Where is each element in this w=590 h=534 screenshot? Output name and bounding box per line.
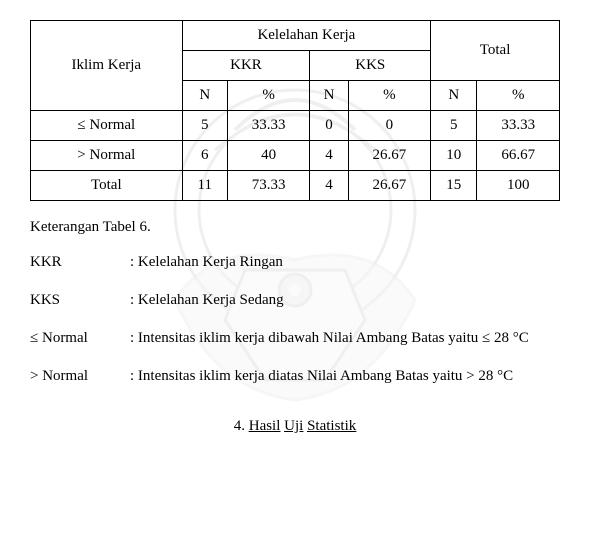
legend-item: KKS : Kelelahan Kerja Sedang [30, 288, 560, 312]
header-n: N [431, 81, 477, 111]
header-n: N [182, 81, 227, 111]
cell: 26.67 [348, 141, 431, 171]
legend-item: KKR : Kelelahan Kerja Ringan [30, 250, 560, 274]
header-rowgroup: Iklim Kerja [31, 21, 183, 111]
cell: 6 [182, 141, 227, 171]
row-label: > Normal [31, 141, 183, 171]
cell: 40 [227, 141, 310, 171]
cell: 0 [348, 111, 431, 141]
cell: 4 [310, 171, 348, 201]
cell: 4 [310, 141, 348, 171]
cell: 73.33 [227, 171, 310, 201]
legend-key: KKR [30, 250, 130, 274]
legend-item: > Normal : Intensitas iklim kerja diatas… [30, 364, 560, 388]
cell: 5 [431, 111, 477, 141]
legend-value: : Intensitas iklim kerja dibawah Nilai A… [130, 326, 560, 350]
section-number: 4. [234, 418, 249, 434]
header-n: N [310, 81, 348, 111]
table-row: Total 11 73.33 4 26.67 15 100 [31, 171, 560, 201]
header-group-kelelahan: Kelelahan Kerja [182, 21, 431, 51]
legend-key: KKS [30, 288, 130, 312]
header-pct: % [227, 81, 310, 111]
row-label: Total [31, 171, 183, 201]
cell: 100 [477, 171, 560, 201]
header-pct: % [348, 81, 431, 111]
cell: 66.67 [477, 141, 560, 171]
cell: 0 [310, 111, 348, 141]
cell: 5 [182, 111, 227, 141]
section-heading: 4. Hasil Uji Statistik [30, 418, 560, 435]
header-kks: KKS [310, 51, 431, 81]
legend-key: ≤ Normal [30, 326, 130, 350]
cell: 10 [431, 141, 477, 171]
section-word: Hasil [249, 418, 281, 434]
row-label: ≤ Normal [31, 111, 183, 141]
legend-value: : Intensitas iklim kerja diatas Nilai Am… [130, 364, 560, 388]
data-table: Iklim Kerja Kelelahan Kerja Total KKR KK… [30, 20, 560, 201]
legend-caption: Keterangan Tabel 6. [30, 219, 560, 236]
cell: 33.33 [477, 111, 560, 141]
cell: 15 [431, 171, 477, 201]
legend-item: ≤ Normal : Intensitas iklim kerja dibawa… [30, 326, 560, 350]
cell: 11 [182, 171, 227, 201]
section-word: Statistik [307, 418, 356, 434]
legend-value: : Kelelahan Kerja Ringan [130, 250, 560, 274]
legend-value: : Kelelahan Kerja Sedang [130, 288, 560, 312]
table-row: > Normal 6 40 4 26.67 10 66.67 [31, 141, 560, 171]
table-row: ≤ Normal 5 33.33 0 0 5 33.33 [31, 111, 560, 141]
cell: 26.67 [348, 171, 431, 201]
cell: 33.33 [227, 111, 310, 141]
section-word: Uji [284, 418, 303, 434]
legend-key: > Normal [30, 364, 130, 388]
header-group-total: Total [431, 21, 560, 81]
header-kkr: KKR [182, 51, 310, 81]
header-pct: % [477, 81, 560, 111]
